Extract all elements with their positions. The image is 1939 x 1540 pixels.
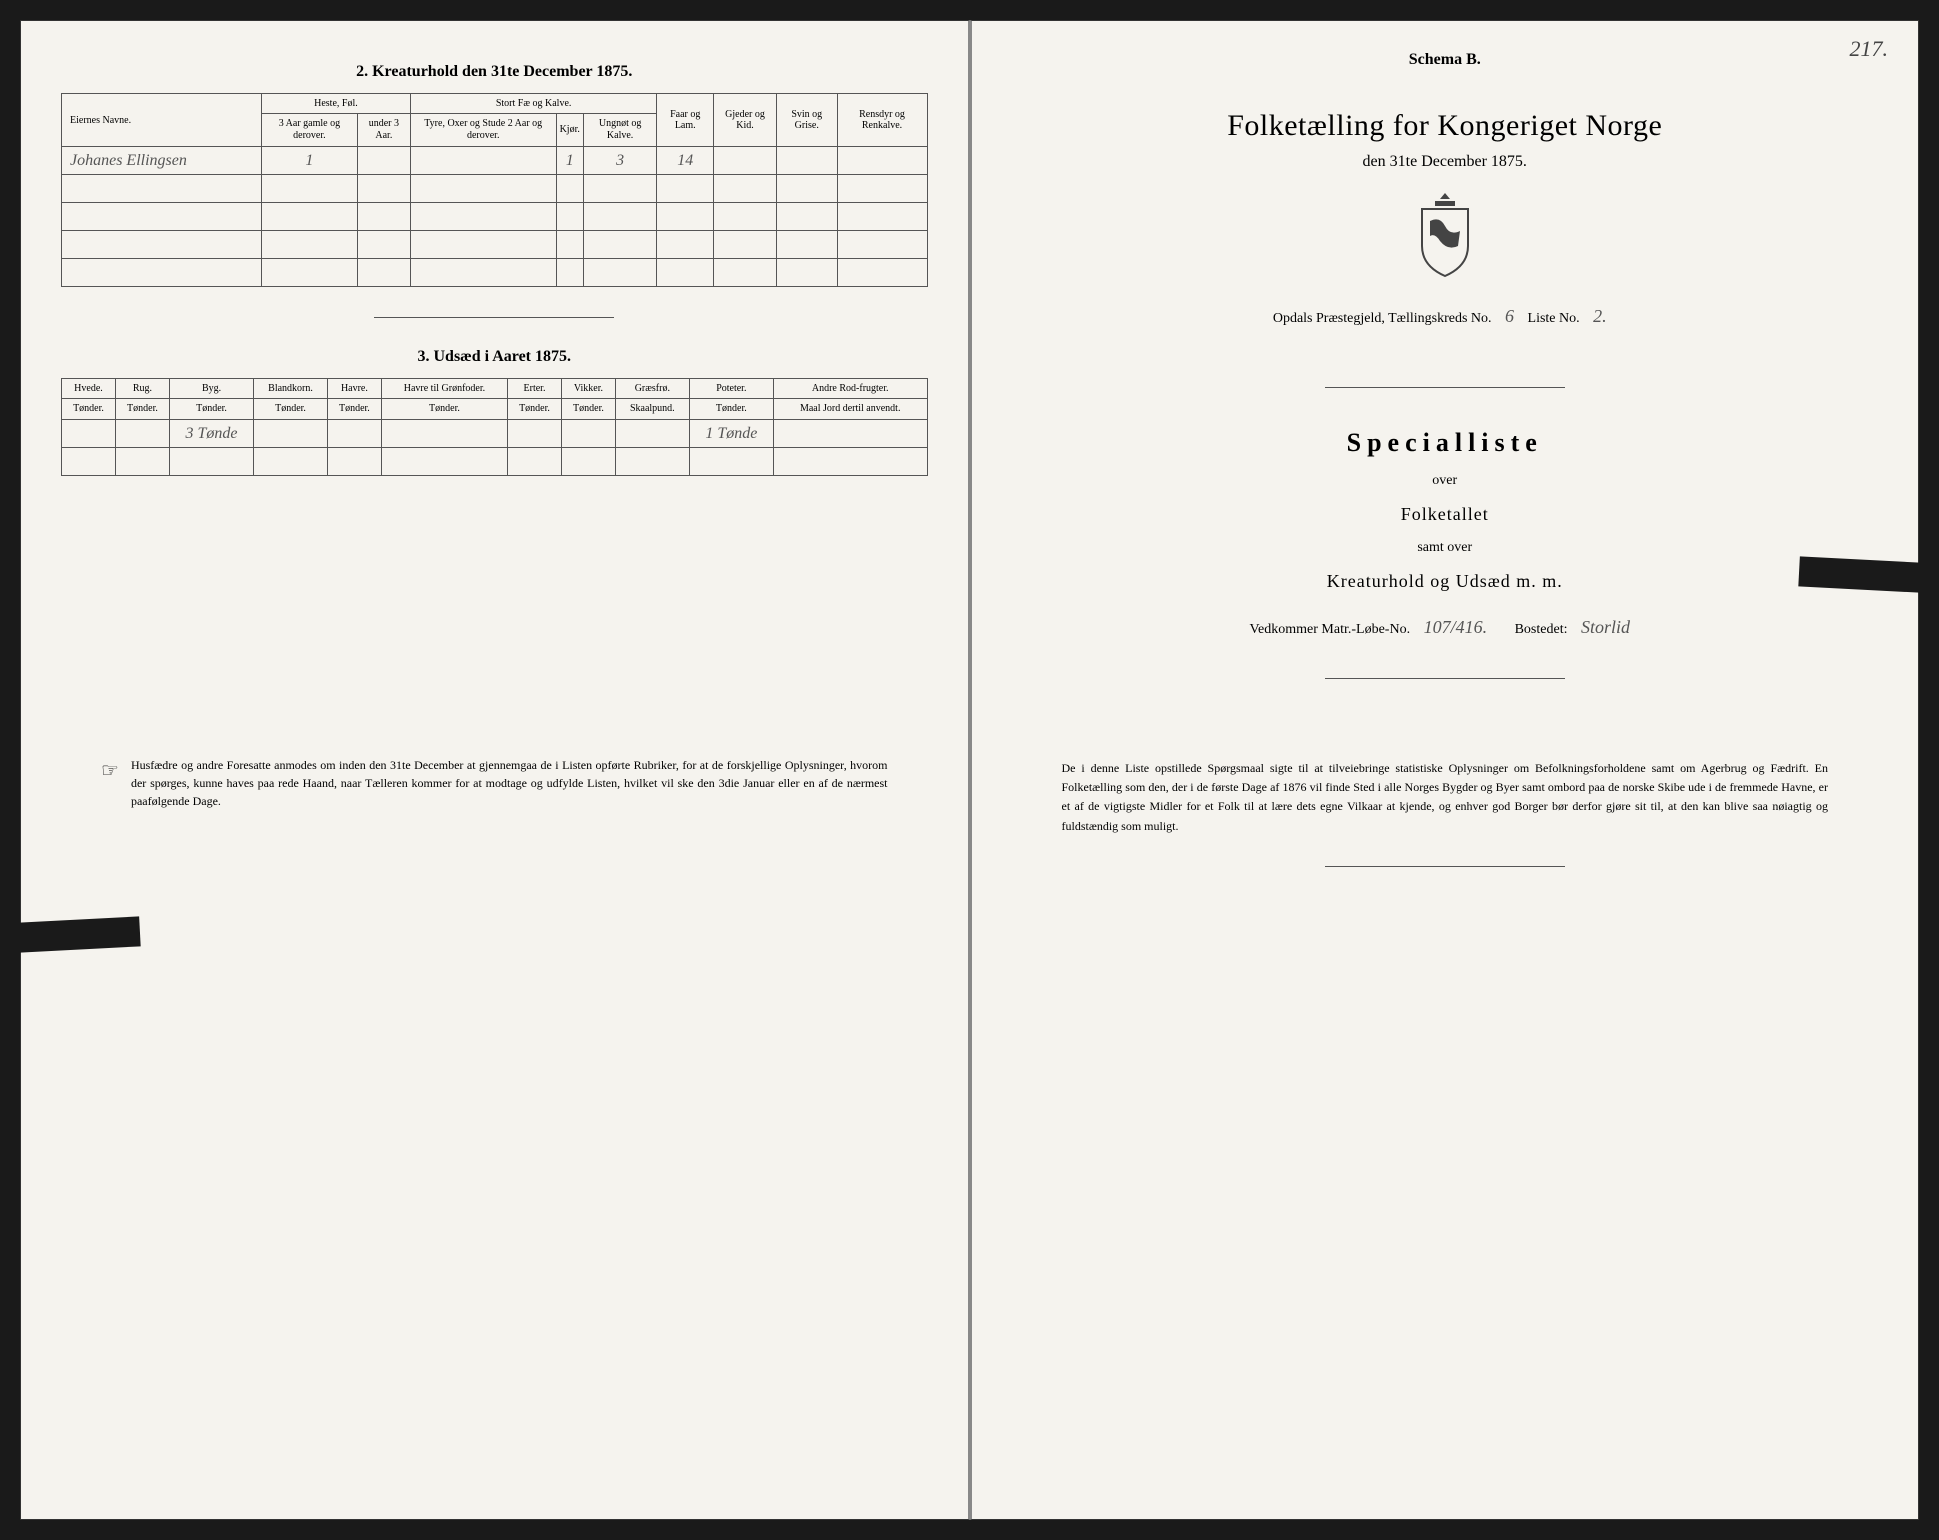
col-faar: Faar og Lam.	[657, 94, 714, 147]
liste-label: Liste No.	[1528, 311, 1580, 326]
table-row: 3 Tønde 1 Tønde	[62, 420, 928, 448]
unit: Maal Jord dertil anvendt.	[773, 399, 927, 420]
unit: Tønder.	[327, 399, 381, 420]
divider	[1325, 866, 1565, 867]
table-row	[62, 203, 928, 231]
unit: Tønder.	[254, 399, 328, 420]
subtitle: den 31te December 1875.	[1012, 153, 1879, 171]
unit: Skaalpund.	[615, 399, 689, 420]
page-number: 217.	[1850, 36, 1889, 62]
unit: Tønder.	[62, 399, 116, 420]
right-page: 217. Schema B. Folketælling for Kongerig…	[970, 20, 1920, 1520]
col-gjeder: Gjeder og Kid.	[714, 94, 777, 147]
cell: 3	[583, 147, 657, 175]
divider	[374, 317, 614, 318]
cell	[837, 147, 927, 175]
unit: Tønder.	[115, 399, 169, 420]
owner-name: Johanes Ellingsen	[62, 147, 262, 175]
col-heste2: under 3 Aar.	[357, 114, 410, 147]
col-hvede: Hvede.	[62, 379, 116, 399]
parish-line: Opdals Præstegjeld, Tællingskreds No. 6 …	[1012, 306, 1879, 327]
matr-number: 107/416.	[1414, 617, 1498, 637]
book-spread: 2. Kreaturhold den 31te December 1875. E…	[20, 20, 1919, 1520]
cell: 1	[556, 147, 583, 175]
table-row	[62, 448, 928, 476]
coat-of-arms-icon	[1012, 191, 1879, 286]
samt-over-text: samt over	[1012, 540, 1879, 556]
schema-label: Schema B.	[1012, 51, 1879, 69]
unit: Tønder.	[561, 399, 615, 420]
col-poteter: Poteter.	[689, 379, 773, 399]
kreatur-text: Kreaturhold og Udsæd m. m.	[1012, 571, 1879, 592]
section3-title: 3. Udsæd i Aaret 1875.	[61, 348, 928, 366]
cell	[410, 147, 556, 175]
folketallet-text: Folketallet	[1012, 504, 1879, 525]
col-havre: Havre.	[327, 379, 381, 399]
unit: Tønder.	[689, 399, 773, 420]
cell-poteter: 1 Tønde	[689, 420, 773, 448]
cell	[714, 147, 777, 175]
cell: 1	[262, 147, 358, 175]
parish-label: Opdals Præstegjeld, Tællingskreds No.	[1273, 311, 1492, 326]
over-text: over	[1012, 473, 1879, 489]
col-byg: Byg.	[169, 379, 253, 399]
matr-label: Vedkommer Matr.-Løbe-No.	[1250, 622, 1411, 637]
col-svin: Svin og Grise.	[776, 94, 837, 147]
bosted-name: Storlid	[1571, 617, 1640, 637]
unit: Tønder.	[381, 399, 507, 420]
col-stort2: Kjør.	[556, 114, 583, 147]
footer-text: Husfædre og andre Foresatte anmodes om i…	[131, 756, 888, 810]
pointing-hand-icon: ☞	[101, 756, 119, 810]
divider	[1325, 678, 1565, 679]
col-andre: Andre Rod-frugter.	[773, 379, 927, 399]
cell: 14	[657, 147, 714, 175]
unit: Tønder.	[169, 399, 253, 420]
col-group-stort: Stort Fæ og Kalve.	[410, 94, 656, 114]
section2-title: 2. Kreaturhold den 31te December 1875.	[61, 63, 928, 81]
col-havre-gron: Havre til Grønfoder.	[381, 379, 507, 399]
right-footer-text: De i denne Liste opstillede Spørgsmaal s…	[1012, 759, 1879, 836]
col-rensdyr: Rensdyr og Renkalve.	[837, 94, 927, 147]
cell	[776, 147, 837, 175]
table-row	[62, 259, 928, 287]
col-heste1: 3 Aar gamle og derover.	[262, 114, 358, 147]
col-rug: Rug.	[115, 379, 169, 399]
col-vikker: Vikker.	[561, 379, 615, 399]
main-title: Folketælling for Kongeriget Norge	[1012, 109, 1879, 143]
col-name: Eiernes Navne.	[62, 94, 262, 147]
matr-line: Vedkommer Matr.-Løbe-No. 107/416. Bosted…	[1012, 617, 1879, 638]
cell	[357, 147, 410, 175]
col-stort3: Ungnøt og Kalve.	[583, 114, 657, 147]
table-row: Johanes Ellingsen 1 1 3 14	[62, 147, 928, 175]
unit: Tønder.	[508, 399, 562, 420]
kreaturhold-table: Eiernes Navne. Heste, Føl. Stort Fæ og K…	[61, 93, 928, 287]
udsaed-table: Hvede. Rug. Byg. Blandkorn. Havre. Havre…	[61, 378, 928, 476]
divider	[1325, 387, 1565, 388]
left-page: 2. Kreaturhold den 31te December 1875. E…	[20, 20, 970, 1520]
col-blandkorn: Blandkorn.	[254, 379, 328, 399]
table-row	[62, 175, 928, 203]
table-row	[62, 231, 928, 259]
col-group-heste: Heste, Føl.	[262, 94, 411, 114]
specialliste-heading: Specialliste	[1012, 428, 1879, 458]
kreds-number: 6	[1495, 306, 1524, 326]
cell-byg: 3 Tønde	[169, 420, 253, 448]
col-erter: Erter.	[508, 379, 562, 399]
bosted-label: Bostedet:	[1515, 622, 1568, 637]
col-graesfro: Græsfrø.	[615, 379, 689, 399]
liste-number: 2.	[1583, 306, 1617, 326]
col-stort1: Tyre, Oxer og Stude 2 Aar og derover.	[410, 114, 556, 147]
left-footer-note: ☞ Husfædre og andre Foresatte anmodes om…	[61, 756, 928, 810]
